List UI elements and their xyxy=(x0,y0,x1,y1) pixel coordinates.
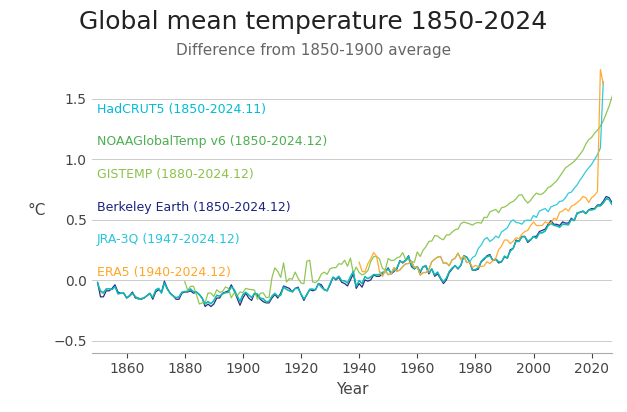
Text: ERA5 (1940-2024.12): ERA5 (1940-2024.12) xyxy=(97,266,231,279)
Text: HadCRUT5 (1850-2024.11): HadCRUT5 (1850-2024.11) xyxy=(97,103,266,116)
Y-axis label: °C: °C xyxy=(28,203,46,218)
Text: Difference from 1850-1900 average: Difference from 1850-1900 average xyxy=(176,43,451,58)
Text: JRA-3Q (1947-2024.12): JRA-3Q (1947-2024.12) xyxy=(97,233,241,246)
Text: GISTEMP (1880-2024.12): GISTEMP (1880-2024.12) xyxy=(97,168,254,181)
Text: Global mean temperature 1850-2024: Global mean temperature 1850-2024 xyxy=(80,10,547,34)
Text: NOAAGlobalTemp v6 (1850-2024.12): NOAAGlobalTemp v6 (1850-2024.12) xyxy=(97,135,327,148)
Text: Berkeley Earth (1850-2024.12): Berkeley Earth (1850-2024.12) xyxy=(97,201,290,214)
X-axis label: Year: Year xyxy=(335,382,368,397)
